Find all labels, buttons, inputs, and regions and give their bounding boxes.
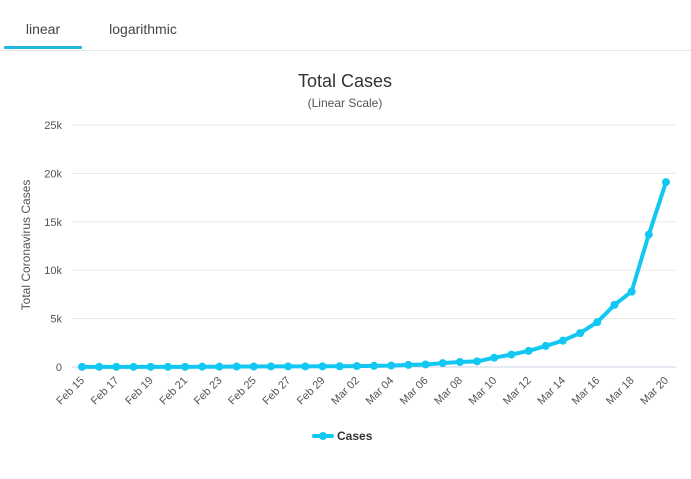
data-point[interactable] (95, 362, 104, 371)
y-tick-label: 0 (56, 362, 62, 374)
y-tick-label: 15k (44, 217, 62, 229)
chart-subtitle: (Linear Scale) (308, 96, 383, 110)
x-tick-label: Mar 18 (604, 375, 637, 408)
data-point[interactable] (455, 357, 464, 366)
x-tick-label: Mar 14 (535, 375, 568, 408)
data-point[interactable] (507, 350, 516, 359)
data-point[interactable] (524, 346, 533, 355)
active-tab-indicator (4, 46, 82, 49)
data-point[interactable] (78, 362, 86, 371)
y-tick-label: 5k (50, 314, 62, 326)
x-tick-label: Feb 25 (226, 375, 259, 408)
data-point[interactable] (301, 362, 310, 371)
data-point[interactable] (644, 230, 653, 239)
data-point[interactable] (352, 362, 361, 371)
data-point[interactable] (627, 287, 636, 296)
data-point[interactable] (404, 360, 413, 369)
data-point[interactable] (370, 361, 378, 370)
y-axis-label: Total Coronavirus Cases (19, 180, 33, 311)
data-point[interactable] (215, 362, 224, 371)
y-axis-ticks: 0 5k 10k 15k 20k 25k (44, 120, 62, 374)
data-point[interactable] (146, 362, 155, 371)
data-point[interactable] (112, 362, 121, 371)
legend-marker (319, 432, 327, 440)
y-tick-label: 25k (44, 120, 62, 132)
data-point[interactable] (610, 300, 619, 309)
data-point[interactable] (541, 341, 550, 350)
scale-tabs: linear logarithmic (0, 0, 691, 51)
data-point[interactable] (421, 360, 430, 369)
x-tick-label: Mar 02 (329, 375, 362, 408)
x-tick-label: Feb 29 (295, 375, 328, 408)
data-point[interactable] (249, 362, 258, 371)
x-tick-label: Feb 19 (123, 375, 156, 408)
grid-lines (72, 124, 676, 320)
data-point[interactable] (576, 329, 585, 338)
data-point[interactable] (181, 362, 190, 371)
series-line (80, 180, 668, 369)
series-cases (78, 178, 670, 371)
tab-linear[interactable]: linear (25, 21, 61, 37)
x-tick-label: Feb 15 (54, 375, 87, 408)
data-point[interactable] (558, 336, 567, 345)
chart-title: Total Cases (298, 71, 392, 91)
legend[interactable]: Cases (312, 429, 373, 443)
x-tick-label: Mar 12 (501, 375, 534, 408)
data-point[interactable] (163, 362, 172, 371)
data-point[interactable] (593, 318, 602, 327)
data-point[interactable] (198, 362, 207, 371)
data-point[interactable] (266, 362, 275, 371)
x-tick-label: Feb 23 (192, 375, 225, 408)
data-point[interactable] (490, 353, 499, 362)
x-tick-label: Feb 21 (157, 375, 190, 408)
x-tick-label: Mar 08 (432, 375, 465, 408)
data-point[interactable] (662, 178, 670, 187)
data-point[interactable] (473, 357, 482, 366)
x-tick-label: Mar 10 (467, 375, 500, 408)
data-point[interactable] (232, 362, 241, 371)
y-tick-label: 20k (44, 168, 62, 180)
x-tick-label: Mar 06 (398, 375, 431, 408)
x-tick-label: Mar 16 (570, 375, 603, 408)
data-point[interactable] (284, 362, 293, 371)
data-point[interactable] (438, 359, 447, 368)
data-point[interactable] (318, 362, 327, 371)
x-axis-ticks: Feb 15 Feb 17 Feb 19 Feb 21 Feb 23 Feb 25 Feb … (54, 375, 671, 408)
x-tick-label: Mar 20 (638, 375, 671, 408)
y-tick-label: 10k (44, 265, 62, 277)
tab-logarithmic[interactable]: logarithmic (109, 21, 177, 37)
data-point[interactable] (129, 362, 138, 371)
x-tick-label: Mar 04 (364, 375, 397, 408)
x-tick-label: Feb 17 (89, 375, 122, 408)
data-point[interactable] (387, 361, 396, 370)
legend-label-cases: Cases (337, 429, 373, 443)
data-point[interactable] (335, 362, 344, 371)
x-tick-label: Feb 27 (261, 375, 294, 408)
